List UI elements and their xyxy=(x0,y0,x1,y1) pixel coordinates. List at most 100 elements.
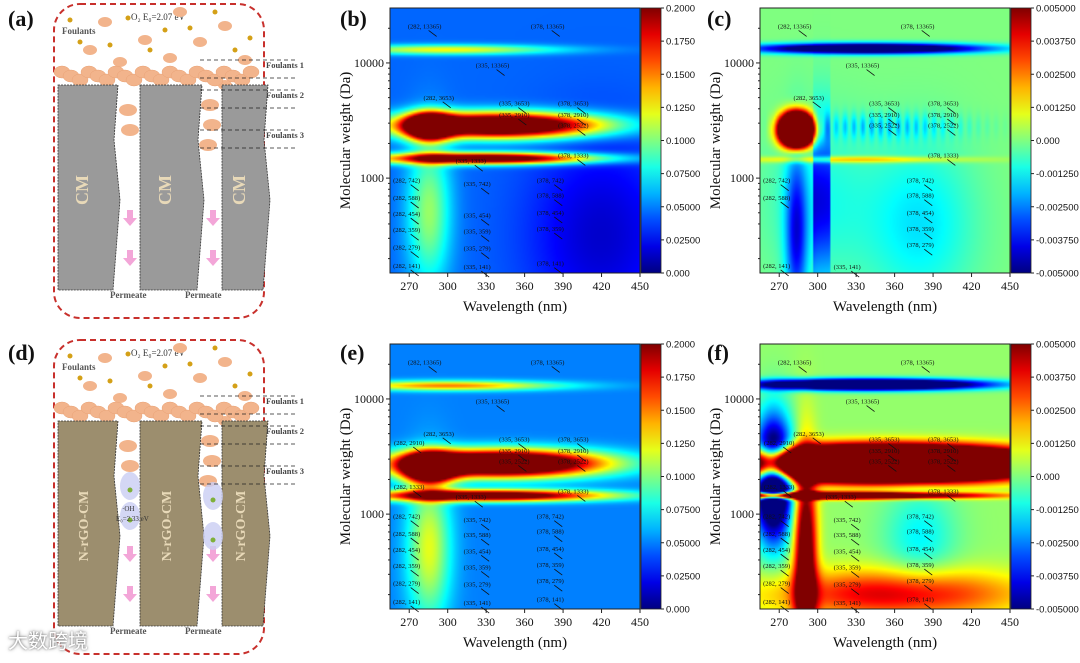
foulant-particle xyxy=(83,45,97,55)
colorbar-tick-label: 0.1000 xyxy=(666,472,695,483)
annotation-label: (335, 279) xyxy=(464,582,491,589)
hydroxyl-glow xyxy=(203,482,223,510)
annotation-label: (378, 141) xyxy=(907,597,934,604)
plot-frame xyxy=(389,7,641,274)
colorbar-tick-label: 0.07500 xyxy=(666,505,700,516)
annotation-label: (282, 454) xyxy=(393,547,420,554)
foulant-layer-particle xyxy=(206,409,224,423)
membrane-label: N-rGO-CM xyxy=(77,491,92,562)
annotation-label: (335, 1333) xyxy=(456,158,486,165)
annotation-labels: (282, 13365) (378, 13365) (335, 13365) (282… xyxy=(393,359,589,614)
x-tick-label: 390 xyxy=(924,615,942,629)
oxygen-droplet xyxy=(247,371,253,377)
annotation-label: (335, 141) xyxy=(834,264,861,271)
annotation-arrow xyxy=(780,569,789,577)
x-tick-label: 420 xyxy=(963,615,981,629)
foulant-particle xyxy=(218,21,232,31)
annotation-arrow xyxy=(888,454,897,462)
annotation-label: (378, 742) xyxy=(907,178,934,185)
annotation-arrow xyxy=(798,366,807,373)
annotation-arrow xyxy=(554,199,563,207)
hydroxyl-glow xyxy=(120,472,140,500)
annotation-arrow xyxy=(866,405,875,412)
permeate-arrow xyxy=(206,546,220,562)
oxygen-droplet xyxy=(107,42,113,48)
x-tick-label: 330 xyxy=(477,279,495,293)
foulant-layer-particle xyxy=(206,73,224,87)
annotation-labels: (282, 13365) (378, 13365) (335, 13365) (282… xyxy=(763,23,959,278)
annotation-label: (378, 588) xyxy=(537,529,564,536)
x-tick-label: 360 xyxy=(516,279,534,293)
annotation-label: (378, 3653) xyxy=(558,437,588,444)
plot-frame xyxy=(759,7,1011,274)
hydroxyl-energy-label: E₀=2.33 eV xyxy=(116,515,149,523)
annotation-arrow xyxy=(780,184,789,192)
annotation-arrow xyxy=(798,30,807,37)
schematic-nrgo-cm-membrane: O₂ E₀=2.07 eV Foulants N-rGO-CM N-rGO-CM N-r… xyxy=(50,336,305,658)
annotation-arrow xyxy=(480,235,490,242)
oxygen-droplet xyxy=(77,375,83,381)
oxygen-droplet xyxy=(212,345,218,351)
heatmap-svg-c: (282, 13365) (378, 13365) (335, 13365) (282… xyxy=(708,4,1079,316)
foulant-particle xyxy=(83,381,97,391)
annotation-label: (335, 3653) xyxy=(869,101,899,108)
schematic-svg-d: O₂ E₀=2.07 eV Foulants N-rGO-CM N-rGO-CM N-r… xyxy=(53,339,304,655)
annotation-arrow xyxy=(812,437,821,445)
permeate-label-left: Permeate xyxy=(110,626,146,636)
annotation-arrow xyxy=(924,568,933,576)
annotation-arrow xyxy=(947,118,956,126)
colorbar-tick-label: 0.1750 xyxy=(666,373,695,384)
x-tick-label: 450 xyxy=(1001,615,1019,629)
annotation-arrow xyxy=(442,437,451,445)
annotation-arrow xyxy=(480,588,490,595)
annotation-label: (378, 279) xyxy=(537,578,564,585)
colorbar-tick-label: -0.005000 xyxy=(1036,605,1079,616)
annotation-arrow xyxy=(866,69,875,76)
annotation-arrow xyxy=(410,217,419,225)
annotation-arrow xyxy=(850,523,860,531)
annotation-label: (335, 588) xyxy=(834,532,861,539)
annotation-label: (282, 742) xyxy=(763,514,790,521)
x-axis-label: Wavelength (nm) xyxy=(833,635,937,651)
annotation-arrow xyxy=(554,603,563,610)
x-tick-label: 270 xyxy=(770,279,788,293)
annotation-arrow xyxy=(924,520,933,528)
annotation-arrow xyxy=(554,520,563,528)
colorbar-tick-label: 0.005000 xyxy=(1036,4,1076,15)
schematic-svg-a: O₂ E₀=2.07 eV Foulants CM CM CM Permeate Perme… xyxy=(53,3,304,319)
x-tick-label: 390 xyxy=(554,279,572,293)
annotation-arrow xyxy=(442,101,451,109)
foulant-layer-particle xyxy=(125,409,143,423)
annotation-arrow xyxy=(924,535,933,543)
plot-frame xyxy=(759,343,1011,610)
annotation-label: (335, 141) xyxy=(464,600,491,607)
hydroxyl-glow xyxy=(120,502,140,530)
panel-label-d: (d) xyxy=(8,340,35,365)
annotation-label: (335, 742) xyxy=(464,181,491,188)
heatmap-image-b xyxy=(390,8,640,273)
x-tick-label: 270 xyxy=(400,615,418,629)
oxygen-label: O₂ E₀=2.07 eV xyxy=(131,12,186,22)
y-tick-label: 10000 xyxy=(724,392,754,406)
x-tick-label: 330 xyxy=(847,279,865,293)
colorbar-tick-label: 0.02500 xyxy=(666,571,700,582)
colorbar-tick-label: -0.001250 xyxy=(1036,505,1079,516)
annotation-label: (378, 2522) xyxy=(558,122,588,129)
oxygen-label: O₂ E₀=2.07 eV xyxy=(131,348,186,358)
annotation-arrow xyxy=(496,405,505,412)
annotation-labels: (282, 13365) (378, 13365) (335, 13365) (282… xyxy=(763,359,959,614)
colorbar-tick-label: -0.001250 xyxy=(1036,169,1079,180)
annotation-label: (335, 1333) xyxy=(456,494,486,501)
annotation-label: (282, 279) xyxy=(763,581,790,588)
membrane-label: CM xyxy=(229,175,249,205)
annotation-arrow xyxy=(780,537,789,545)
annotation-arrow xyxy=(947,465,956,472)
annotation-arrow xyxy=(924,552,933,560)
annotation-label: (282, 359) xyxy=(393,227,420,234)
annotation-label: (282, 141) xyxy=(763,599,790,606)
permeate-label-right: Permeate xyxy=(185,626,221,636)
annotation-label: (282, 13365) xyxy=(408,23,442,30)
colorbar-tick-label: 0.002500 xyxy=(1036,70,1076,81)
annotation-arrow xyxy=(924,584,933,592)
oxygen-droplet xyxy=(67,353,73,359)
